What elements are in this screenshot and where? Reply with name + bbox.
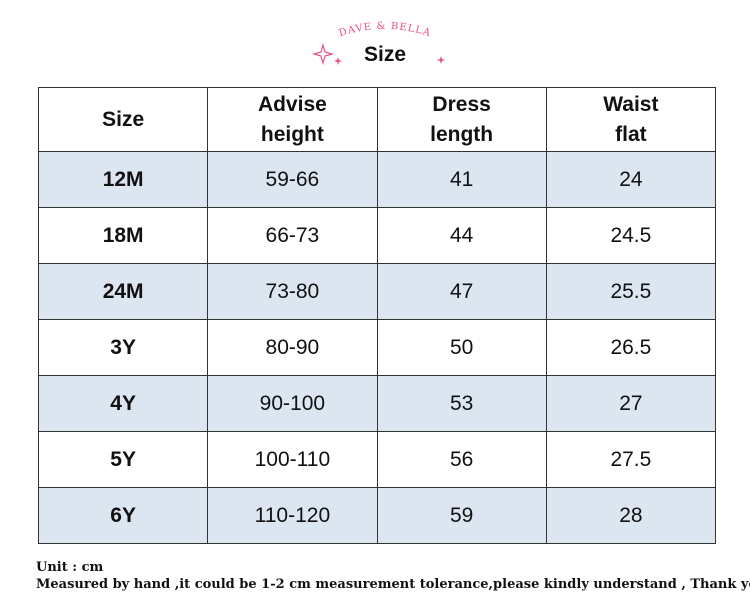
table-cell: 100-110: [207, 431, 378, 488]
table-row: 24M 73-80 47 25.5: [37, 263, 717, 320]
size-cell: 4Y: [37, 375, 209, 432]
table-cell: 26.5: [545, 319, 717, 376]
size-cell: 12M: [37, 151, 209, 208]
table-cell: 59-66: [207, 151, 378, 208]
sparkle: [311, 42, 335, 66]
table-row: 6Y 110-120 59 28: [37, 487, 717, 544]
size-cell: 6Y: [37, 487, 209, 544]
table-cell: 24.5: [545, 207, 717, 264]
table-cell: 44: [376, 207, 547, 264]
table-row: 3Y 80-90 50 26.5: [37, 319, 717, 376]
column-header-text: Dress: [432, 92, 491, 116]
column-header-text: Size: [102, 107, 145, 131]
table-cell: 25.5: [545, 263, 717, 320]
table-cell: 27.5: [545, 431, 717, 488]
column-header-text: Advise: [257, 92, 327, 116]
column-header: Advise height: [207, 87, 378, 152]
table-cell: 73-80: [207, 263, 378, 320]
brand-text: DAVE & BELLA: [338, 21, 432, 39]
column-header-text: Waist: [603, 92, 659, 116]
table-cell: 27: [545, 375, 717, 432]
table-cell: 41: [376, 151, 547, 208]
size-cell: 24M: [37, 263, 209, 320]
table-cell: 24: [545, 151, 717, 208]
tolerance-note: Measured by hand ,it could be 1-2 cm mea…: [36, 577, 750, 592]
size-cell: 18M: [37, 207, 209, 264]
column-header-text: length: [430, 122, 494, 146]
size-cell: 3Y: [37, 319, 209, 376]
table-cell: 90-100: [207, 375, 378, 432]
column-header: Size: [37, 87, 209, 152]
header: DAVE & BELLA Size: [311, 21, 445, 66]
table-cell: 66-73: [207, 207, 378, 264]
header-row: Size Advise height Dress length Waist flat: [37, 87, 717, 152]
title: Size: [364, 43, 406, 66]
table-row: 12M 59-66 41 24: [37, 151, 717, 208]
brand: DAVE & BELLA: [338, 21, 433, 39]
table-cell: 80-90: [207, 319, 378, 376]
sparkle: [334, 57, 342, 65]
sparkle: [437, 56, 445, 64]
table-cell: 47: [376, 263, 547, 320]
table-cell: 56: [376, 431, 547, 488]
table-row: 5Y 100-110 56 27.5: [37, 431, 717, 488]
table-cell: 28: [545, 487, 717, 544]
size-cell: 5Y: [37, 431, 209, 488]
unit-note: Unit : cm: [36, 560, 104, 575]
table-cell: 59: [376, 487, 547, 544]
column-header-text: height: [260, 122, 324, 146]
table-cell: 53: [376, 375, 547, 432]
table-row: 4Y 90-100 53 27: [37, 375, 717, 432]
column-header-text: flat: [615, 122, 647, 146]
table-row: 18M 66-73 44 24.5: [37, 207, 717, 264]
column-header: Waist flat: [545, 87, 717, 152]
column-header: Dress length: [376, 87, 547, 152]
table-cell: 50: [376, 319, 547, 376]
size-table: Size Advise height Dress length Waist flat 12M 5…: [37, 87, 717, 544]
table-cell: 110-120: [207, 487, 378, 544]
